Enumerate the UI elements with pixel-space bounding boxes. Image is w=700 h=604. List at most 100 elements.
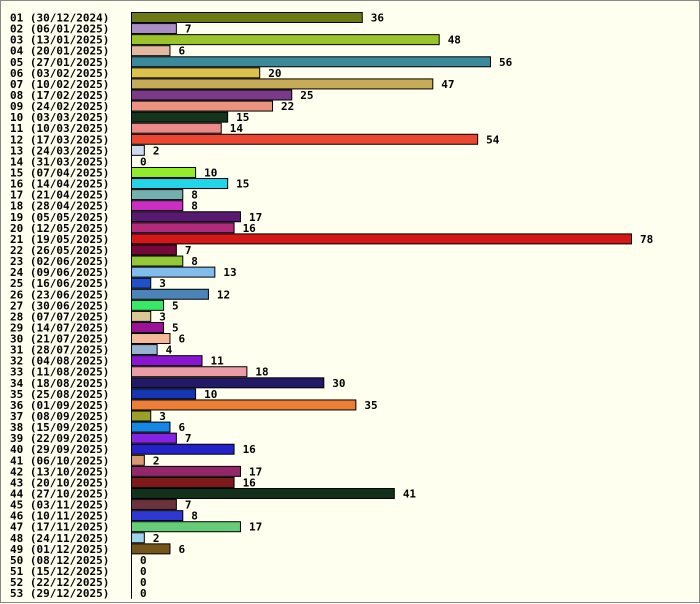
value-label: 0 [140, 155, 147, 168]
category-label: 23 (02/06/2025) [10, 255, 109, 268]
value-label: 7 [185, 432, 192, 445]
bar [131, 12, 363, 23]
category-label: 53 (29/12/2025) [10, 587, 109, 600]
bar [131, 465, 241, 477]
bar [131, 488, 395, 500]
bar [131, 310, 152, 322]
bar [131, 288, 209, 300]
category-label: 24 (09/06/2025) [10, 266, 109, 279]
category-label: 15 (07/04/2025) [10, 166, 109, 179]
bar [131, 432, 177, 444]
category-label: 35 (25/08/2025) [10, 388, 109, 401]
category-label: 17 (21/04/2025) [10, 189, 109, 202]
value-label: 15 [236, 111, 249, 124]
value-label: 25 [300, 89, 313, 102]
bar [131, 178, 229, 190]
category-label: 09 (24/02/2025) [10, 100, 109, 113]
category-label: 10 (03/03/2025) [10, 111, 109, 124]
category-label: 18 (28/04/2025) [10, 200, 109, 213]
category-label: 29 (14/07/2025) [10, 321, 109, 334]
bar [131, 510, 184, 522]
value-label: 2 [153, 144, 160, 157]
value-label: 16 [243, 476, 257, 489]
value-label: 10 [204, 388, 217, 401]
category-label: 06 (03/02/2025) [10, 67, 109, 80]
value-label: 11 [211, 355, 225, 368]
category-label: 05 (27/01/2025) [10, 56, 109, 69]
category-label: 19 (05/05/2025) [10, 211, 109, 224]
value-label: 7 [185, 244, 192, 257]
value-label: 0 [140, 576, 147, 589]
category-label: 22 (26/05/2025) [10, 244, 109, 257]
bar [131, 100, 274, 112]
bar [131, 166, 197, 178]
value-label: 47 [441, 78, 454, 91]
value-label: 0 [140, 554, 147, 567]
value-label: 5 [172, 299, 179, 312]
value-label: 0 [140, 587, 147, 600]
value-label: 6 [178, 543, 185, 556]
category-label: 27 (30/06/2025) [10, 299, 109, 312]
value-label: 3 [159, 310, 166, 323]
bar [131, 377, 325, 389]
value-label: 54 [486, 133, 500, 146]
bar [131, 521, 241, 533]
bar [131, 67, 261, 79]
bar [131, 355, 203, 367]
bar [131, 476, 235, 488]
value-label: 16 [243, 222, 257, 235]
value-label: 30 [332, 377, 345, 390]
category-label: 40 (29/09/2025) [10, 443, 109, 456]
value-label: 8 [191, 189, 198, 202]
value-label: 7 [185, 499, 192, 512]
category-label: 26 (23/06/2025) [10, 288, 109, 301]
value-label: 8 [191, 510, 198, 523]
bar [131, 23, 177, 35]
category-label: 47 (17/11/2025) [10, 521, 109, 534]
bar [131, 410, 152, 422]
category-label: 31 (28/07/2025) [10, 344, 109, 357]
value-label: 6 [178, 333, 185, 346]
category-label: 16 (14/04/2025) [10, 178, 109, 191]
value-label: 3 [159, 410, 166, 423]
bar [131, 277, 152, 289]
category-label: 36 (01/09/2025) [10, 399, 109, 412]
category-label: 02 (06/01/2025) [10, 23, 109, 36]
value-label: 48 [448, 34, 461, 47]
value-label: 4 [166, 344, 173, 357]
bar [131, 399, 357, 411]
value-label: 78 [640, 233, 653, 246]
bar [131, 189, 184, 201]
bar [131, 321, 165, 333]
category-label: 39 (22/09/2025) [10, 432, 109, 445]
value-label: 6 [178, 421, 185, 434]
value-label: 20 [268, 67, 281, 80]
value-label: 41 [403, 488, 417, 501]
bar [131, 366, 248, 378]
value-label: 14 [230, 122, 244, 135]
bar [131, 45, 171, 57]
category-label: 11 (10/03/2025) [10, 122, 109, 135]
category-label: 34 (18/08/2025) [10, 377, 109, 390]
value-label: 8 [191, 200, 198, 213]
bar [131, 344, 158, 356]
category-label: 38 (15/09/2025) [10, 421, 109, 434]
value-label: 15 [236, 178, 249, 191]
category-label: 28 (07/07/2025) [10, 310, 109, 323]
category-label: 08 (17/02/2025) [10, 89, 109, 102]
value-label: 17 [249, 521, 262, 534]
bars-layer [131, 12, 632, 555]
bar [131, 255, 184, 267]
category-label: 07 (10/02/2025) [10, 78, 109, 91]
value-label: 6 [178, 45, 185, 58]
bar [131, 78, 434, 90]
bar [131, 222, 235, 234]
category-label: 14 (31/03/2025) [10, 155, 109, 168]
bar [131, 122, 222, 134]
category-label: 45 (03/11/2025) [10, 499, 109, 512]
category-label: 25 (16/06/2025) [10, 277, 109, 290]
bar [131, 56, 491, 68]
bar [131, 532, 145, 544]
